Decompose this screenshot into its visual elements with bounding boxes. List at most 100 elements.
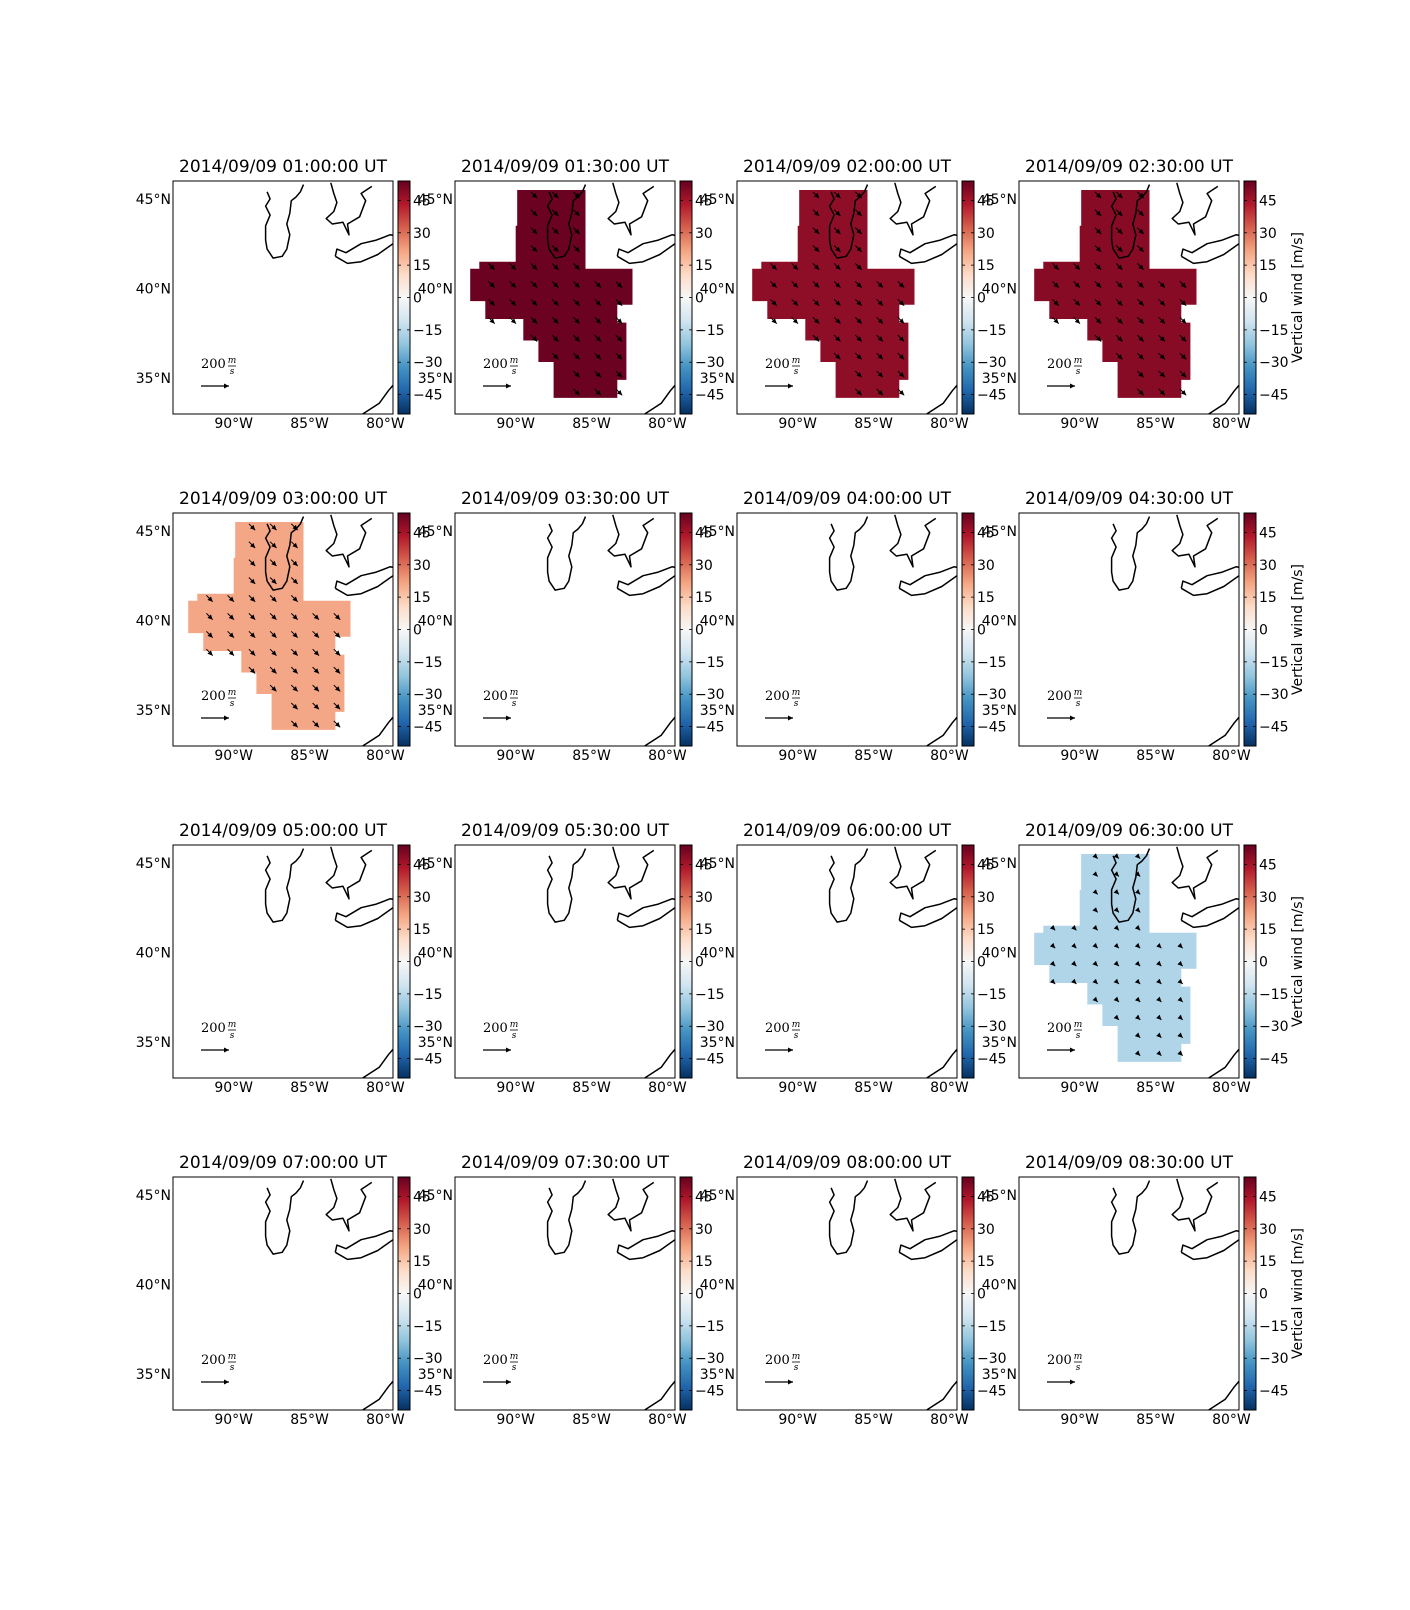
quiver-key-unit-denominator: s — [230, 699, 235, 709]
colorbar-tick-label: −45 — [695, 388, 725, 404]
wind-vector — [812, 316, 820, 324]
colorbar-tick-label: 45 — [413, 525, 431, 541]
wind-vector — [269, 559, 277, 567]
wind-vector — [206, 648, 214, 656]
coastline — [644, 1380, 675, 1410]
y-tick-label: 35°N — [418, 1367, 453, 1383]
colorbar-tick-label: 30 — [1259, 226, 1277, 242]
colorbar-tick-label: 15 — [413, 590, 431, 606]
wind-vector — [791, 263, 799, 271]
wind-vector — [1113, 853, 1120, 859]
map-frame — [454, 1176, 676, 1411]
wind-vector — [1094, 316, 1102, 324]
wind-vector — [812, 245, 820, 253]
coastlines — [546, 514, 675, 746]
wind-vector — [227, 630, 235, 639]
map-frame — [454, 844, 676, 1079]
colorbar-tick-label: 0 — [977, 955, 986, 971]
colorbar-tick-label: 15 — [977, 258, 995, 274]
colorbar-tick-label: −15 — [695, 1319, 725, 1335]
coastline — [1208, 1048, 1239, 1078]
x-tick-label: 80°W — [930, 416, 969, 432]
wind-vector — [1113, 1014, 1120, 1021]
wind-vector — [269, 595, 277, 603]
x-tick-label: 90°W — [1060, 1412, 1099, 1428]
colorbar-tick-label: 0 — [695, 291, 704, 307]
coastline — [264, 516, 305, 591]
colorbar-tick-label: 30 — [977, 890, 995, 906]
colorbar-tick-label: −15 — [695, 655, 725, 671]
colorbar: −45 −30 −15 0 15 30 45 Vertical wind [m/s] — [1243, 512, 1306, 747]
x-tick-label: 80°W — [1212, 416, 1251, 432]
quiver-key-unit-denominator: s — [230, 367, 235, 377]
wind-vector — [248, 559, 256, 567]
colorbar: −45 −30 −15 0 15 30 45 Vertical wind [m/s] — [1243, 844, 1306, 1079]
colorbar-tick-label: −30 — [1259, 1351, 1289, 1367]
quiver-key-label: 200 — [201, 1021, 226, 1036]
colorbar-tick-label: −45 — [413, 720, 443, 736]
wind-vector — [1115, 316, 1123, 324]
panel-5: 2014/09/09 03:00:00 UT 90°W 85°W 80°W 35°N 40… — [136, 489, 443, 764]
colorbar-tick-label: −30 — [1259, 687, 1289, 703]
wind-vector — [615, 388, 623, 396]
wind-vector — [248, 595, 256, 603]
wind-vector — [509, 263, 517, 271]
wind-vector — [1071, 924, 1077, 931]
coastline — [898, 234, 957, 265]
wind-vector — [509, 298, 517, 307]
wind-vector — [290, 613, 299, 621]
colorbar-tick-label: −30 — [695, 355, 725, 371]
panel-title: 2014/09/09 05:30:00 UT — [461, 821, 670, 841]
quiver-key-unit-numerator: m — [510, 688, 519, 698]
wind-vector — [1177, 1014, 1184, 1021]
wind-vector — [1177, 1050, 1184, 1057]
y-tick-label: 40°N — [136, 946, 171, 962]
x-tick-label: 90°W — [778, 1080, 817, 1096]
wind-vector — [333, 720, 341, 728]
wind-vector — [1136, 298, 1145, 307]
coastline — [889, 846, 937, 900]
y-tick-label: 45°N — [418, 524, 453, 540]
colorbar-tick-label: 15 — [695, 922, 713, 938]
y-tick-label: 45°N — [418, 856, 453, 872]
vertical-wind-region — [188, 522, 351, 730]
vertical-wind-region — [470, 190, 633, 398]
wind-vector — [290, 684, 299, 692]
wind-vector — [227, 595, 235, 603]
coastline — [1208, 1380, 1239, 1410]
wind-vector — [551, 209, 559, 217]
coastline — [1180, 1230, 1239, 1261]
quiver-key-unit-numerator: m — [228, 1352, 237, 1362]
coastline — [325, 846, 373, 900]
colorbar-label: Vertical wind [m/s] — [1290, 896, 1306, 1027]
wind-field — [470, 190, 633, 398]
colorbar-tick-label: 15 — [977, 922, 995, 938]
coastline — [325, 182, 373, 236]
panel-title: 2014/09/09 03:00:00 UT — [179, 489, 388, 509]
colorbar-tick-label: 0 — [413, 291, 422, 307]
coastline — [1208, 384, 1239, 414]
colorbar-tick-label: 15 — [413, 922, 431, 938]
wind-vector — [333, 702, 341, 710]
y-tick-label: 35°N — [136, 1035, 171, 1051]
wind-vector — [594, 352, 602, 360]
y-tick-label: 45°N — [418, 192, 453, 208]
colorbar-tick-label: 45 — [977, 1189, 995, 1205]
wind-vector — [594, 370, 602, 378]
x-tick-label: 80°W — [1212, 1412, 1251, 1428]
panel-12: 2014/09/09 06:30:00 UT 90°W 85°W 80°W 35°N 40… — [982, 821, 1306, 1096]
wind-vector — [248, 613, 256, 621]
wind-vector — [1156, 960, 1162, 967]
wind-vector — [269, 577, 277, 585]
y-tick-label: 45°N — [136, 524, 171, 540]
wind-vector — [530, 298, 538, 307]
colorbar-tick-label: 30 — [413, 890, 431, 906]
x-tick-label: 85°W — [1136, 1080, 1175, 1096]
wind-vector — [854, 245, 863, 253]
y-tick-label: 35°N — [136, 703, 171, 719]
wind-vector — [1134, 978, 1141, 985]
wind-vector — [1094, 245, 1102, 253]
wind-vector — [551, 316, 559, 324]
colorbar: −45 −30 −15 0 15 30 45 — [397, 512, 443, 747]
colorbar-tick-label: −30 — [413, 1019, 443, 1035]
